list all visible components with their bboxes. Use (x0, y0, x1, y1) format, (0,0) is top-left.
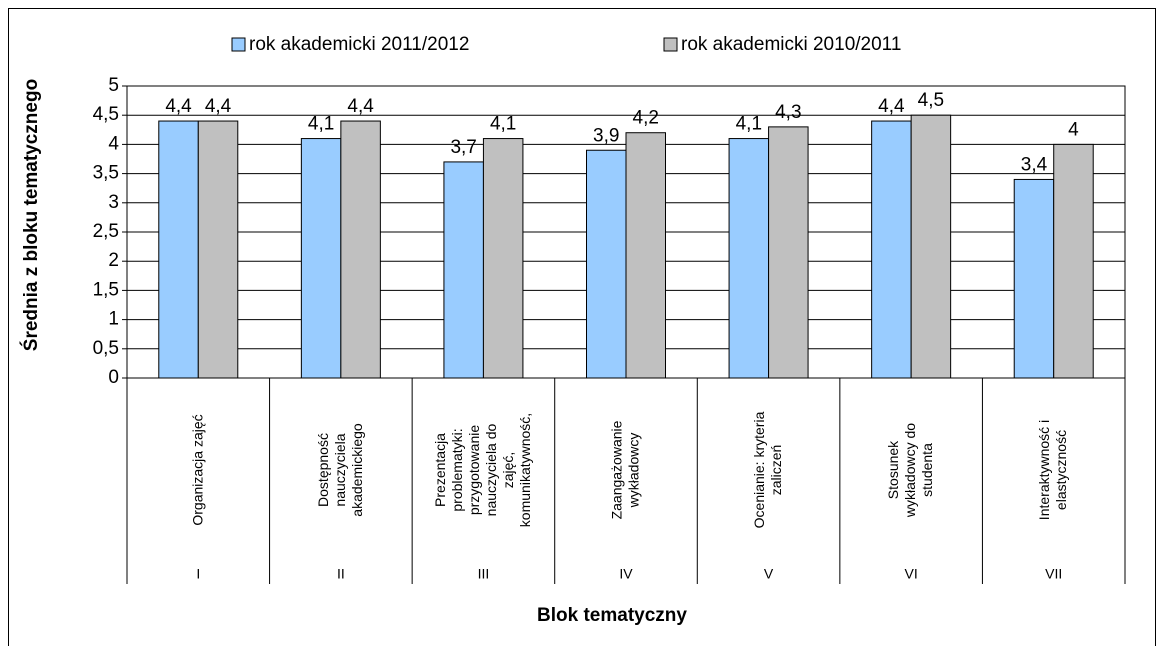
category-number: V (764, 566, 774, 582)
y-tick-label: 4 (108, 133, 119, 154)
value-label: 4,3 (775, 102, 801, 123)
x-tick-label: Dostępnośćnauczycielaakademickiego (315, 423, 365, 517)
value-label: 4,4 (347, 96, 374, 117)
bar (910, 114, 952, 379)
chart-border (8, 8, 1156, 646)
y-axis-title: Średnia z bloku tematycznego (20, 79, 42, 351)
y-tick-label: 0,5 (93, 338, 119, 359)
bar (443, 161, 484, 379)
y-tick-label: 0 (108, 367, 119, 388)
bar (197, 120, 239, 379)
legend-swatch (663, 37, 678, 52)
category-number: I (196, 566, 200, 582)
value-label: 4,4 (205, 96, 232, 117)
bar (340, 120, 381, 379)
y-tick-label: 3,5 (93, 163, 119, 184)
x-tick-label: Organizacja zajęć (189, 414, 205, 525)
y-tick-label: 3 (108, 192, 119, 213)
y-tick-label: 2 (108, 250, 119, 271)
y-tick-label: 2,5 (93, 221, 119, 242)
legend-swatch (231, 37, 246, 52)
value-label: 4,4 (165, 96, 192, 117)
bar (728, 138, 770, 379)
category-number: II (337, 566, 345, 582)
bar (1013, 178, 1055, 379)
legend-label: rok akademicki 2010/2011 (681, 34, 901, 55)
bar (1053, 143, 1094, 379)
bar (586, 149, 627, 379)
category-number: III (478, 566, 490, 582)
bar (871, 120, 912, 379)
legend-label: rok akademicki 2011/2012 (249, 34, 469, 55)
category-number: VII (1045, 566, 1062, 582)
value-label: 4,2 (633, 108, 659, 129)
category-number: IV (619, 566, 633, 582)
bar (482, 138, 524, 379)
value-label: 3,7 (450, 137, 476, 158)
value-label: 4,4 (878, 96, 905, 117)
bar (158, 120, 199, 379)
y-tick-label: 4,5 (93, 104, 119, 125)
x-axis-title: Blok tematyczny (537, 605, 687, 626)
value-label: 4,1 (490, 114, 516, 135)
bar (300, 138, 342, 379)
x-tick-label: Zaangażowaniewykładowcy (608, 420, 641, 519)
value-label: 3,4 (1021, 154, 1048, 175)
x-tick-label: Ocenianie: kryteriazaliczeń (751, 411, 784, 528)
category-number: VI (905, 566, 918, 582)
bar (768, 126, 809, 379)
value-label: 4 (1068, 119, 1079, 140)
y-tick-label: 1,5 (93, 279, 119, 300)
y-tick-label: 1 (108, 309, 119, 330)
bar (625, 132, 666, 379)
value-label: 4,1 (736, 114, 762, 135)
x-tick-label: Stosunekwykładowcy dostudenta (885, 423, 935, 518)
value-label: 4,5 (918, 90, 944, 111)
value-label: 4,1 (308, 114, 334, 135)
value-label: 3,9 (593, 125, 619, 146)
x-tick-label: Interaktywność ielastyczność (1036, 420, 1069, 520)
y-tick-label: 5 (108, 75, 119, 96)
x-tick-label: Prezentacjaproblematyki:przygotowanienau… (432, 413, 533, 527)
